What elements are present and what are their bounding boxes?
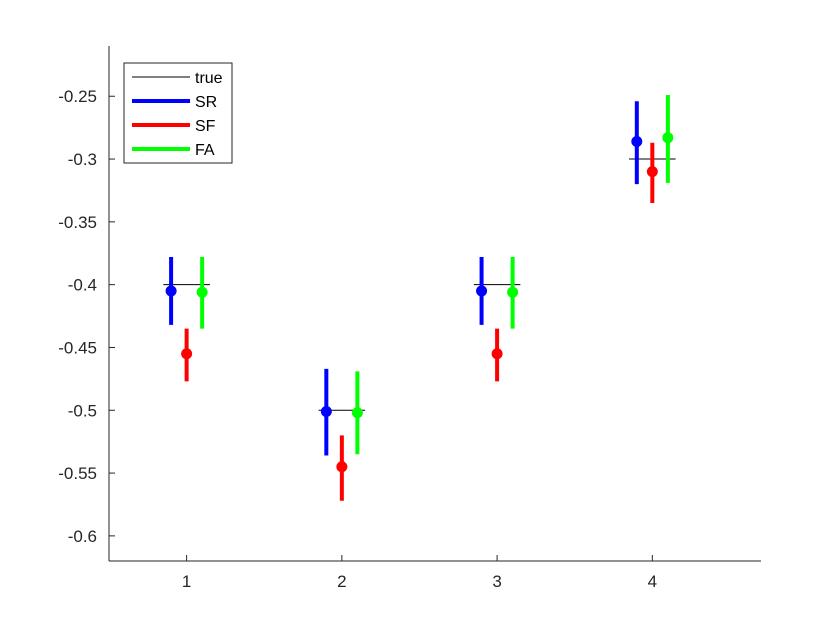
point-sf — [646, 166, 658, 178]
y-tick-label: -0.25 — [58, 87, 97, 106]
legend-box — [123, 62, 233, 164]
point-sf — [491, 348, 503, 360]
point-sr — [631, 135, 643, 147]
y-tick-label: -0.5 — [68, 401, 97, 420]
x-tick-label: 3 — [492, 572, 501, 591]
legend-label-sr: SR — [195, 94, 217, 111]
true-value-lines — [163, 158, 676, 411]
y-tick-label: -0.55 — [58, 464, 97, 483]
y-tick-label: -0.35 — [58, 213, 97, 232]
y-tick-label: -0.3 — [68, 150, 97, 169]
point-fa — [351, 407, 363, 419]
x-tick-label: 4 — [648, 572, 657, 591]
series-errorbars — [165, 94, 674, 501]
point-fa — [662, 132, 674, 144]
axes: -0.6 -0.55 -0.5 -0.45 -0.4 -0.35 -0.3 -0.25 1 2 3 4 — [58, 46, 761, 591]
point-fa — [507, 286, 519, 298]
x-tick-label: 2 — [337, 572, 346, 591]
y-tick-label: -0.45 — [58, 338, 97, 357]
legend-label-sf: SF — [195, 118, 216, 135]
legend: true SR SF FA — [123, 62, 233, 164]
point-fa — [196, 286, 208, 298]
y-tick-label: -0.6 — [68, 527, 97, 546]
x-tick-label: 1 — [182, 572, 191, 591]
y-tick-label: -0.4 — [68, 276, 97, 295]
point-sf — [181, 348, 193, 360]
point-sr — [476, 285, 488, 297]
point-sf — [336, 461, 348, 473]
legend-label-true: true — [195, 70, 223, 87]
point-sr — [165, 285, 177, 297]
point-sr — [320, 406, 332, 418]
legend-label-fa: FA — [195, 142, 215, 159]
